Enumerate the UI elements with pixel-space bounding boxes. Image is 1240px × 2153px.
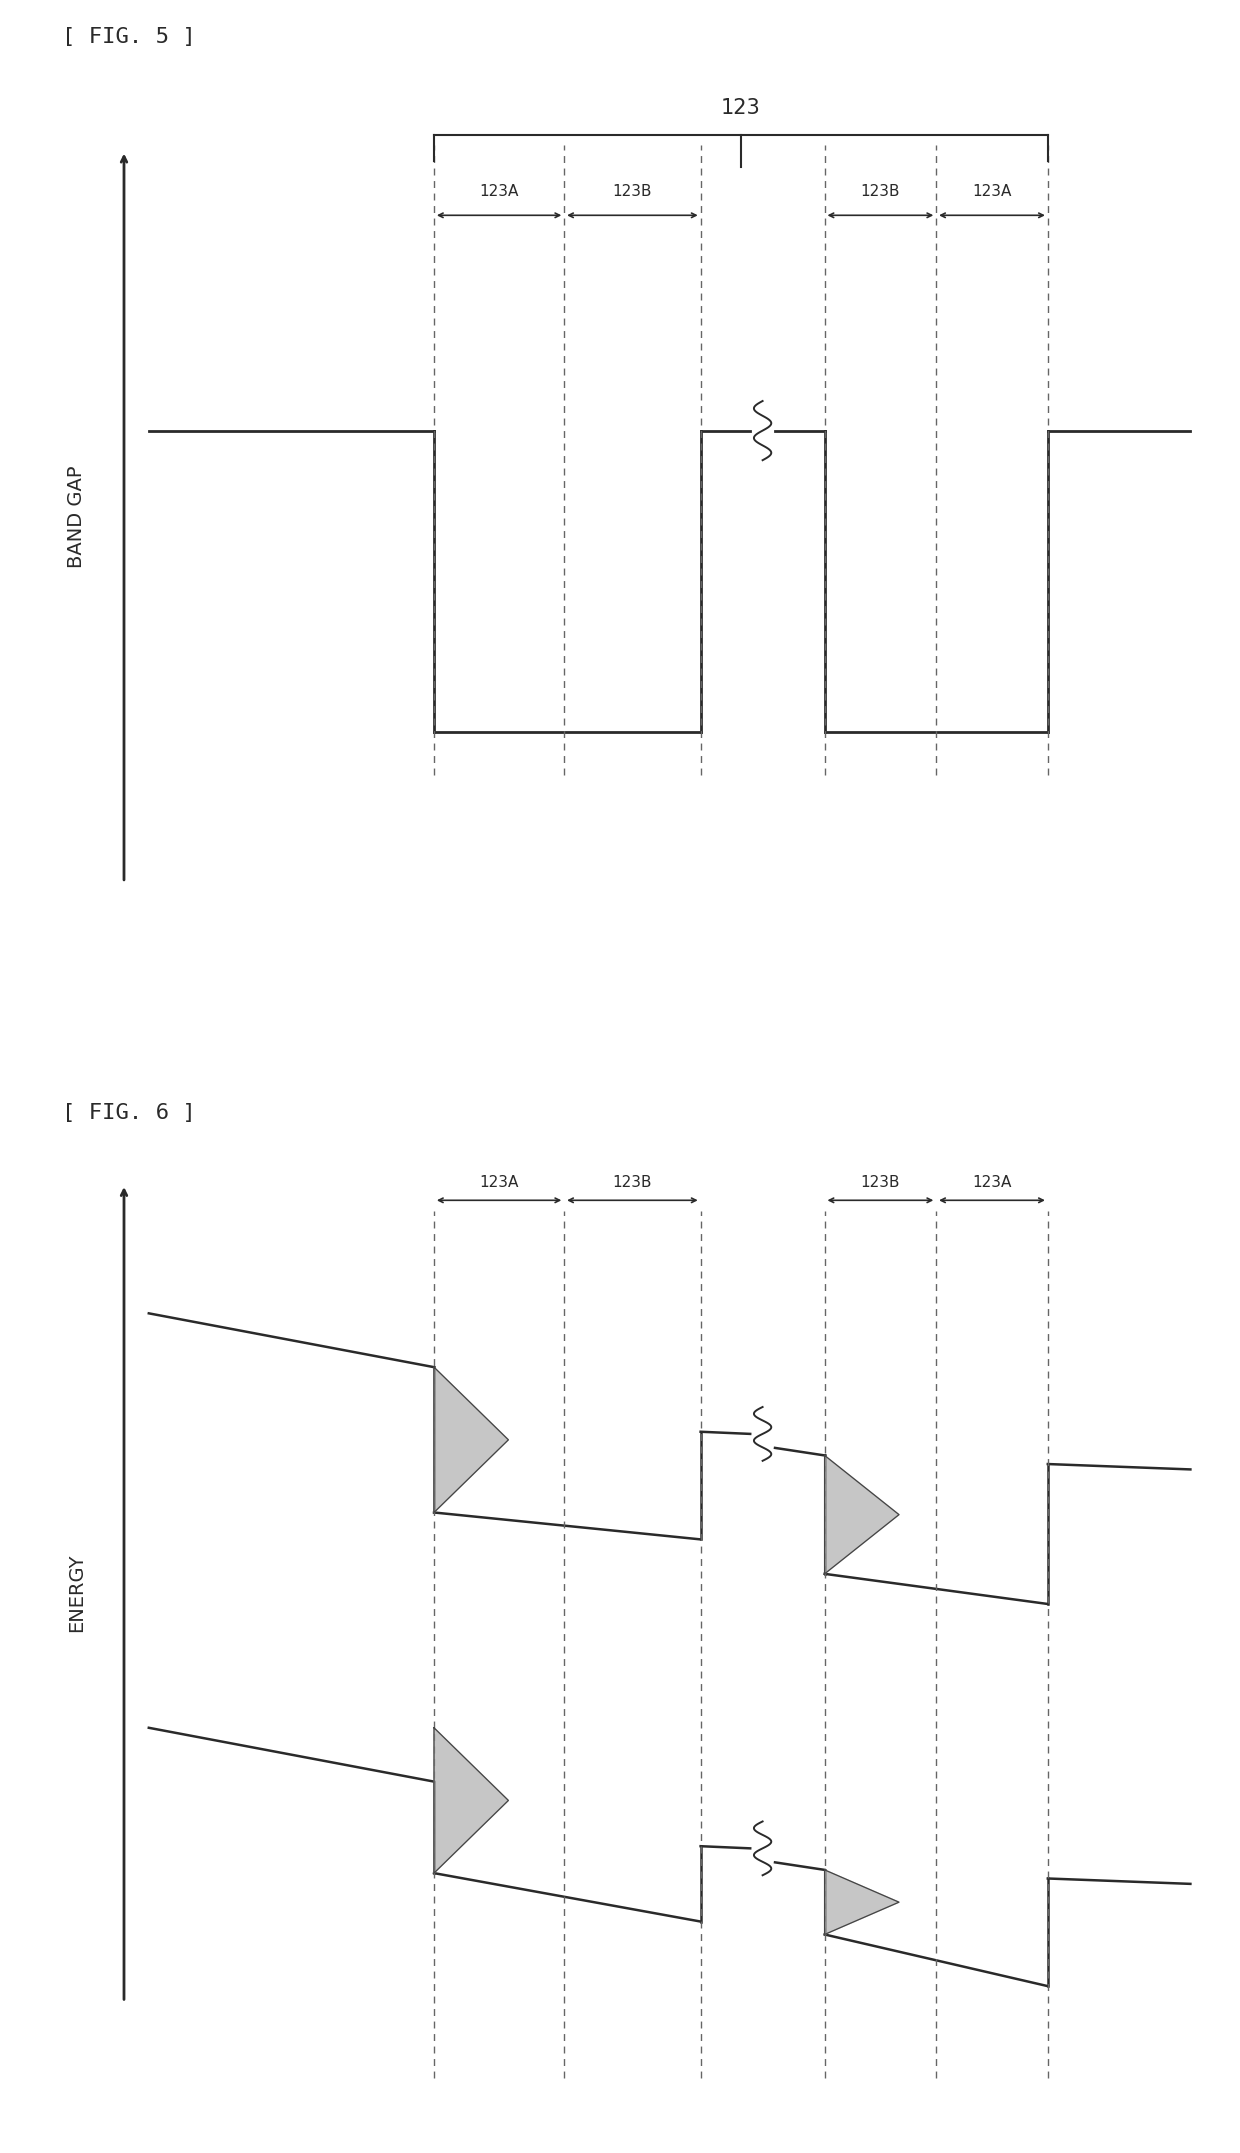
Text: 123A: 123A xyxy=(480,185,518,200)
Text: 123A: 123A xyxy=(972,1176,1012,1188)
Text: ENERGY: ENERGY xyxy=(67,1554,87,1632)
Text: 123B: 123B xyxy=(861,1176,900,1188)
Text: 123B: 123B xyxy=(861,185,900,200)
Polygon shape xyxy=(825,1869,899,1933)
Polygon shape xyxy=(434,1727,508,1873)
Text: 123A: 123A xyxy=(972,185,1012,200)
Polygon shape xyxy=(434,1367,508,1511)
Text: 123: 123 xyxy=(720,99,761,118)
Text: BAND GAP: BAND GAP xyxy=(67,465,87,568)
Text: [ FIG. 6 ]: [ FIG. 6 ] xyxy=(62,1104,196,1124)
Text: [ FIG. 5 ]: [ FIG. 5 ] xyxy=(62,28,196,47)
Text: 123B: 123B xyxy=(613,1176,652,1188)
Text: 123A: 123A xyxy=(480,1176,518,1188)
Text: 123B: 123B xyxy=(613,185,652,200)
Polygon shape xyxy=(825,1455,899,1574)
